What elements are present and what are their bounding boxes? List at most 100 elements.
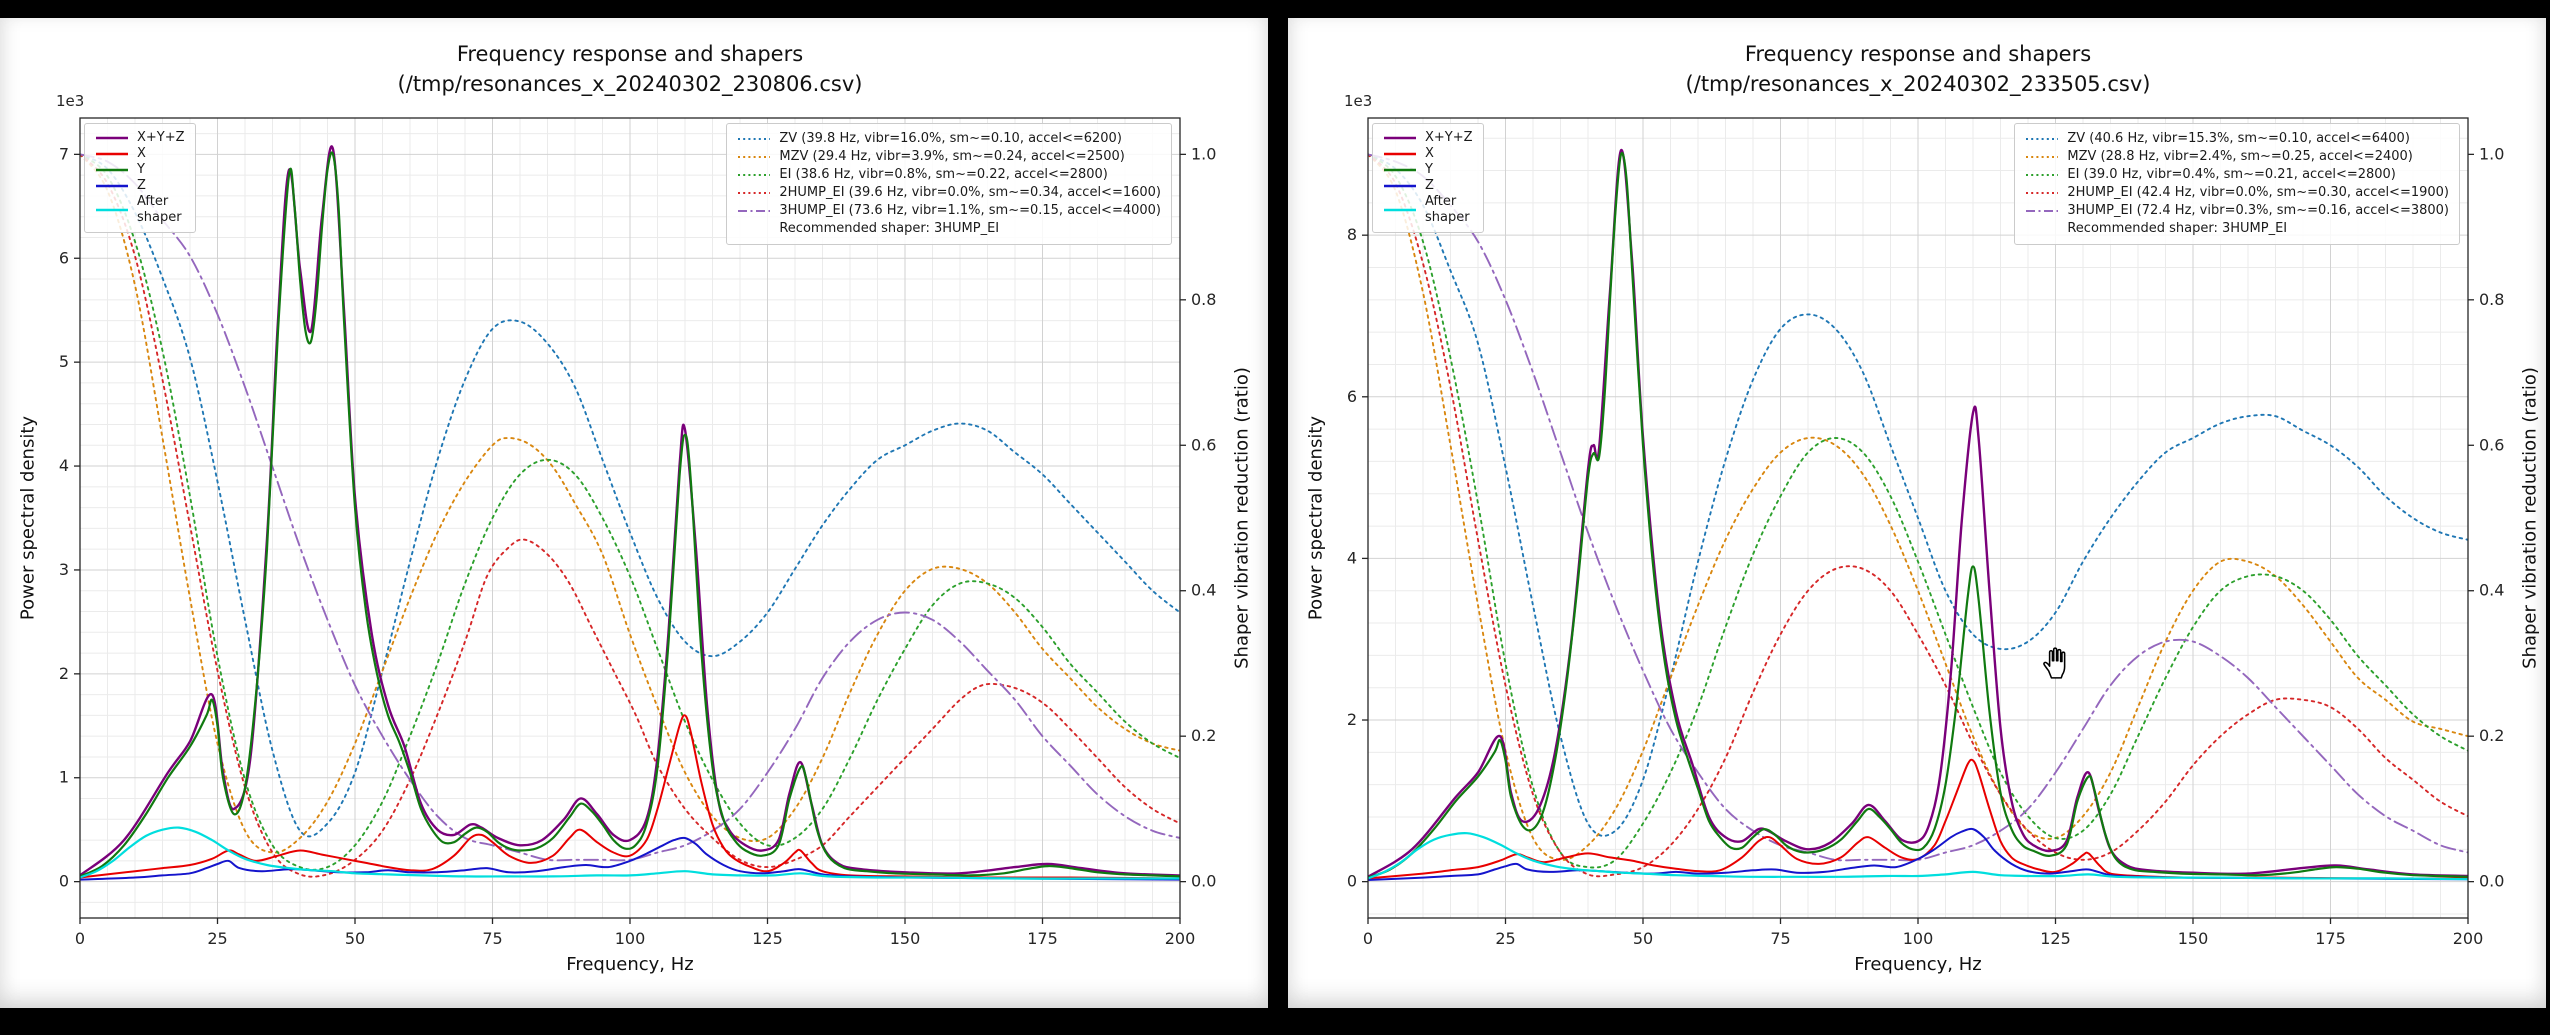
legend-item-recommendation: Recommended shaper: 3HUMP_EI <box>737 220 1161 238</box>
legend-sample-line <box>1384 208 1416 212</box>
tick-labels: 0 25 50 75 100 125 150 175 200 0 1 2 3 4 5 6 7 0.0 0.2 0.4 0… <box>59 144 1217 948</box>
legend-item-x+y+z: X+Y+Z <box>1383 130 1473 146</box>
legend-label: Recommended shaper: 3HUMP_EI <box>779 221 1000 236</box>
series-line-ei <box>80 153 1180 871</box>
series-line-y <box>1368 152 2468 879</box>
legend-sample-line <box>1384 152 1416 156</box>
legend-item-z: Z <box>95 178 185 194</box>
chart-panel-right[interactable]: 0 25 50 75 100 125 150 175 200 0 2 4 6 8 0.0 0.2 0.4 0.6 0… <box>1288 18 2546 1008</box>
chart-subtitle: (/tmp/resonances_x_20240302_233505.csv) <box>1685 72 2151 96</box>
legend-label: EI (38.6 Hz, vibr=0.8%, sm~=0.22, accel<… <box>779 167 1108 182</box>
x-tick-label: 200 <box>1165 929 1196 948</box>
legend-item-z: Z <box>1383 178 1473 194</box>
series-line-y <box>80 151 1180 878</box>
legend-sample-line <box>2026 210 2059 212</box>
series-line-3hump-ei <box>1368 153 2468 862</box>
legend-shapers: ZV (40.6 Hz, vibr=15.3%, sm~=0.10, accel… <box>2014 123 2460 245</box>
legend-item-2hump-ei: 2HUMP_EI (39.6 Hz, vibr=0.0%, sm~=0.34, … <box>737 184 1161 202</box>
x-tick-label: 150 <box>890 929 921 948</box>
series-line-mzv <box>80 153 1180 854</box>
legend-sample-line <box>738 138 771 140</box>
y-axis-label-right: Shaper vibration reduction (ratio) <box>1231 367 1253 669</box>
tick-marks <box>74 153 1186 924</box>
legend-psd: X+Y+Z X Y Z After shaper <box>1372 123 1484 233</box>
tick-labels: 0 25 50 75 100 125 150 175 200 0 2 4 6 8 0.0 0.2 0.4 0.6 0… <box>1347 144 2505 948</box>
y-tick-label-left: 7 <box>59 144 69 163</box>
legend-item-x: X <box>95 146 185 162</box>
legend-sample-empty <box>737 224 771 234</box>
legend-item-3hump-ei: 3HUMP_EI (73.6 Hz, vibr=1.1%, sm~=0.15, … <box>737 202 1161 220</box>
legend-shapers: ZV (39.8 Hz, vibr=16.0%, sm~=0.10, accel… <box>726 123 1172 245</box>
series-line-zv <box>80 153 1180 838</box>
y-tick-label-right: 1.0 <box>1191 144 1216 163</box>
series-line-x <box>80 714 1180 880</box>
y-axis-offset-label: 1e3 <box>1344 92 1373 110</box>
x-tick-label: 100 <box>615 929 646 948</box>
legend-item-2hump-ei: 2HUMP_EI (42.4 Hz, vibr=0.0%, sm~=0.30, … <box>2025 184 2449 202</box>
legend-item-y: Y <box>95 162 185 178</box>
y-tick-label-left: 5 <box>59 352 69 371</box>
x-tick-label: 125 <box>752 929 783 948</box>
y-tick-label-left: 0 <box>1347 872 1357 891</box>
legend-label: ZV (39.8 Hz, vibr=16.0%, sm~=0.10, accel… <box>779 131 1122 146</box>
y-tick-label-left: 2 <box>59 664 69 683</box>
legend-sample-line <box>96 168 128 172</box>
legend-item-ei: EI (38.6 Hz, vibr=0.8%, sm~=0.22, accel<… <box>737 166 1161 184</box>
series-line-3hump-ei <box>80 153 1180 862</box>
series-line-z <box>80 836 1180 881</box>
y-axis-label-left: Power spectral density <box>1305 415 1327 621</box>
x-tick-label: 25 <box>1495 929 1515 948</box>
x-tick-label: 100 <box>1903 929 1934 948</box>
y-tick-label-right: 0.4 <box>2479 581 2504 600</box>
legend-sample-line <box>738 210 771 212</box>
legend-label: X <box>137 146 146 161</box>
y-tick-label-left: 2 <box>1347 710 1357 729</box>
legend-label: After shaper <box>137 194 182 225</box>
legend-item-after-shaper: After shaper <box>1383 194 1473 226</box>
x-tick-label: 150 <box>2178 929 2209 948</box>
x-tick-label: 0 <box>1363 929 1373 948</box>
legend-sample-line <box>96 152 128 156</box>
legend-sample-line <box>1384 184 1416 188</box>
legend-label: After shaper <box>1425 194 1470 225</box>
legend-item-mzv: MZV (28.8 Hz, vibr=2.4%, sm~=0.25, accel… <box>2025 148 2449 166</box>
legend-item-x+y+z: X+Y+Z <box>95 130 185 146</box>
y-tick-label-right: 0.8 <box>2479 290 2504 309</box>
y-axis-label-left: Power spectral density <box>17 415 39 621</box>
x-tick-label: 50 <box>345 929 365 948</box>
panel-divider <box>1268 18 1288 1008</box>
y-tick-label-left: 3 <box>59 560 69 579</box>
legend-label: 2HUMP_EI (39.6 Hz, vibr=0.0%, sm~=0.34, … <box>779 185 1161 200</box>
legend-label: MZV (28.8 Hz, vibr=2.4%, sm~=0.25, accel… <box>2067 149 2413 164</box>
series-group <box>1368 149 2468 881</box>
y-axis-offset-label: 1e3 <box>56 92 85 110</box>
legend-label: 2HUMP_EI (42.4 Hz, vibr=0.0%, sm~=0.30, … <box>2067 185 2449 200</box>
legend-label: Y <box>1425 162 1433 177</box>
y-tick-label-left: 6 <box>1347 387 1357 406</box>
plot-area-right: 0 25 50 75 100 125 150 175 200 0 2 4 6 8 0.0 0.2 0.4 0.6 0… <box>1347 117 2505 948</box>
x-tick-label: 200 <box>2453 929 2484 948</box>
legend-label: 3HUMP_EI (72.4 Hz, vibr=0.3%, sm~=0.16, … <box>2067 203 2449 218</box>
legend-sample-line <box>738 174 771 176</box>
series-line-2hump-ei <box>1368 153 2468 878</box>
legend-label: ZV (40.6 Hz, vibr=15.3%, sm~=0.10, accel… <box>2067 131 2410 146</box>
legend-item-zv: ZV (39.8 Hz, vibr=16.0%, sm~=0.10, accel… <box>737 130 1161 148</box>
series-line-after-shaper <box>1368 831 2468 881</box>
x-tick-label: 0 <box>75 929 85 948</box>
y-tick-label-right: 0.8 <box>1191 290 1216 309</box>
legend-item-3hump-ei: 3HUMP_EI (72.4 Hz, vibr=0.3%, sm~=0.16, … <box>2025 202 2449 220</box>
chart-title: Frequency response and shapers <box>456 42 804 66</box>
y-tick-label-left: 0 <box>59 872 69 891</box>
legend-sample-line <box>2026 174 2059 176</box>
legend-item-zv: ZV (40.6 Hz, vibr=15.3%, sm~=0.10, accel… <box>2025 130 2449 148</box>
x-tick-label: 125 <box>2040 929 2071 948</box>
legend-item-y: Y <box>1383 162 1473 178</box>
hand-cursor-icon <box>2040 646 2070 684</box>
legend-label: X+Y+Z <box>1425 130 1473 145</box>
chart-subtitle: (/tmp/resonances_x_20240302_230806.csv) <box>397 72 863 96</box>
x-tick-label: 25 <box>207 929 227 948</box>
chart-panel-left[interactable]: 0 25 50 75 100 125 150 175 200 0 1 2 3 4 5 6 7 0.0 0.2 0.4 0… <box>0 18 1268 1008</box>
y-tick-label-left: 6 <box>59 248 69 267</box>
grid-minor <box>80 118 1180 918</box>
